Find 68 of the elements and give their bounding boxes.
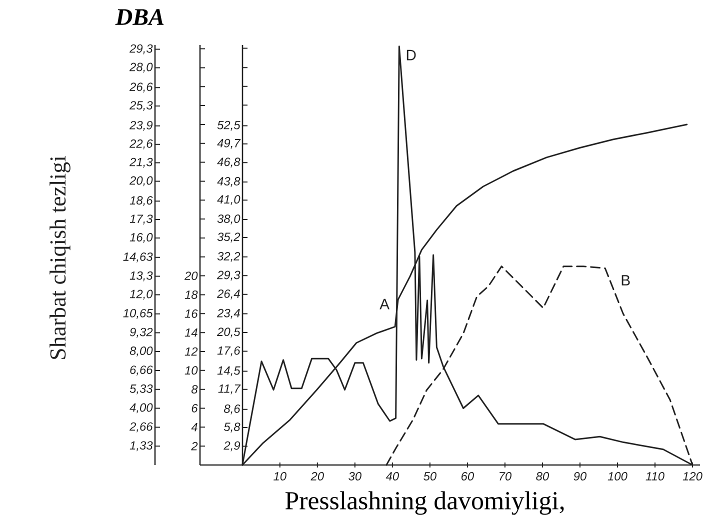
y2-tick-label: 2	[191, 442, 198, 450]
x-tick-label: 90	[574, 472, 587, 480]
y-tick-label: 23,4	[216, 308, 240, 319]
y-tick-label: 43,8	[217, 177, 240, 187]
x-tick-label: 80	[536, 472, 550, 480]
x-tick-label: 50	[424, 472, 436, 480]
x-tick-label: 30	[348, 472, 362, 480]
y3-tick-label: 21,3	[129, 158, 153, 168]
y3-tick-label: 9,32	[130, 328, 153, 338]
y-tick-label: 2,9	[224, 441, 240, 452]
y-tick-label: 49,7	[217, 138, 241, 149]
x-tick-label: 70	[500, 472, 512, 480]
y-tick-label: 52,5	[217, 120, 240, 131]
y2-tick-label: 6	[192, 404, 198, 412]
y3-tick-label: 12,0	[130, 290, 153, 300]
y2-tick-label: 8	[191, 385, 198, 394]
y3-tick-label: 8,00	[130, 346, 153, 356]
y-tick-label: 14,5	[217, 366, 240, 376]
y3-tick-label: 2,66	[129, 422, 153, 432]
y-tick-label: 26,4	[216, 289, 240, 300]
y-tick-label: 32,2	[217, 252, 240, 262]
y2-tick-label: 4	[191, 423, 198, 432]
y2-tick-label: 12	[184, 347, 198, 356]
y2-tick-label: 20	[184, 272, 198, 280]
y3-tick-label: 29,3	[129, 44, 153, 54]
y3-tick-label: 26,6	[129, 82, 153, 92]
y3-tick-label: 20,0	[129, 176, 153, 186]
y3-tick-label: 28,0	[129, 62, 153, 73]
series-label: B	[622, 275, 630, 286]
y3-tick-label: 22,6	[129, 139, 153, 150]
x-tick-label: 20	[310, 472, 324, 480]
y-tick-label: 29,3	[216, 270, 240, 281]
x-tick-label: 110	[646, 472, 664, 480]
y3-tick-label: 18,6	[130, 196, 153, 206]
y3-tick-label: 14,63	[123, 252, 153, 262]
y3-tick-label: 6,66	[130, 366, 153, 376]
series-label: A	[380, 298, 390, 310]
y3-tick-label: 16,0	[130, 233, 153, 243]
y3-tick-label: 17,3	[130, 214, 153, 224]
y-tick-label: 41,0	[217, 195, 240, 206]
y2-tick-label: 16	[184, 309, 198, 318]
y-tick-label: 17,6	[217, 346, 240, 356]
y-tick-label: 11,7	[218, 384, 241, 394]
x-tick-label: 100	[608, 472, 628, 480]
y3-tick-label: 1,33	[130, 441, 153, 452]
y3-tick-label: 10,65	[123, 308, 153, 319]
y3-tick-label: 25,3	[129, 101, 153, 111]
y2-tick-label: 10	[184, 366, 198, 375]
x-tick-label: 120	[682, 472, 702, 480]
series-label: D	[406, 50, 416, 60]
x-tick-label: 60	[461, 472, 474, 480]
y-tick-label: 20,5	[216, 328, 240, 338]
x-tick-label: 40	[386, 472, 399, 480]
y-tick-label: 35,2	[217, 232, 240, 242]
y3-tick-label: 4,00	[130, 403, 153, 414]
y-tick-label: 46,8	[217, 158, 240, 168]
chart-title: DBA	[115, 9, 164, 25]
x-tick-label: 10	[274, 472, 286, 480]
y-tick-label: 8,6	[224, 404, 240, 414]
y3-tick-label: 23,9	[129, 120, 153, 131]
y3-tick-label: 13,3	[130, 271, 153, 282]
y2-tick-label: 14	[184, 328, 198, 337]
y3-tick-label: 5,33	[130, 384, 153, 394]
y3-axis-title: Sharbat chiqish tezligi	[50, 156, 70, 359]
y-tick-label: 38,0	[217, 214, 240, 224]
x-axis-title: Presslashning davomiyligi,	[285, 491, 564, 515]
y-tick-label: 5,8	[224, 422, 240, 432]
y2-tick-label: 18	[184, 290, 198, 299]
